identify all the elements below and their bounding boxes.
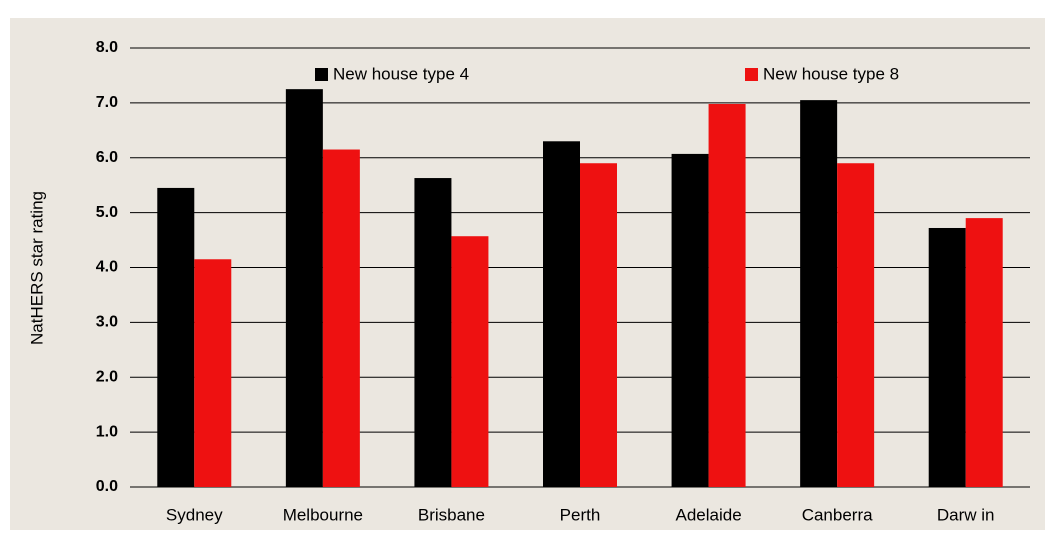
bar <box>157 187 195 487</box>
y-tick-label: 5.0 <box>96 204 118 221</box>
y-tick-label: 3.0 <box>96 314 118 331</box>
y-tick-label: 7.0 <box>96 94 118 111</box>
bar <box>580 163 617 488</box>
bar <box>322 149 360 488</box>
bar <box>285 89 323 487</box>
bar <box>671 153 709 487</box>
bar <box>800 100 838 487</box>
y-tick-label: 6.0 <box>96 149 118 166</box>
x-tick-label: Canberra <box>802 505 873 524</box>
bar <box>928 227 966 488</box>
y-tick-label: 8.0 <box>96 39 118 56</box>
legend-swatch <box>315 68 328 81</box>
y-tick-label: 1.0 <box>96 423 118 440</box>
x-tick-label: Sydney <box>166 505 223 524</box>
bar <box>414 178 452 487</box>
bar <box>451 236 489 487</box>
x-tick-label: Adelaide <box>675 505 741 524</box>
y-tick-label: 4.0 <box>96 259 118 276</box>
bar <box>543 141 580 487</box>
bar <box>194 259 232 487</box>
y-tick-label: 2.0 <box>96 368 118 385</box>
legend-swatch <box>745 68 758 81</box>
y-axis-label: NatHERS star rating <box>27 191 46 345</box>
bar <box>708 103 746 487</box>
x-tick-label: Melbourne <box>283 505 363 524</box>
x-tick-label: Perth <box>560 505 601 524</box>
x-tick-label: Darw in <box>937 505 995 524</box>
legend-label: New house type 4 <box>333 64 469 83</box>
y-tick-label: 0.0 <box>96 478 118 495</box>
bar <box>965 218 1003 488</box>
x-tick-label: Brisbane <box>418 505 485 524</box>
legend-label: New house type 8 <box>763 64 899 83</box>
bar <box>837 163 875 488</box>
